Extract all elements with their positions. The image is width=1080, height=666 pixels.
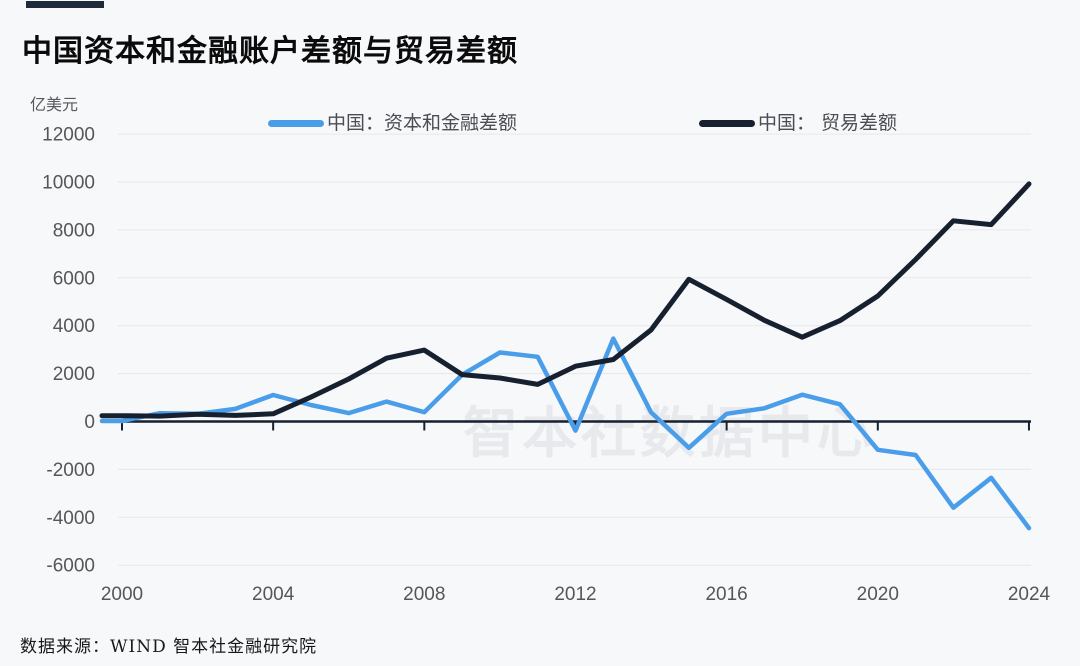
x-axis-tick-label: 2016: [705, 584, 747, 605]
y-axis-unit-label: 亿美元: [30, 95, 79, 114]
trade-balance-line: [99, 181, 1032, 419]
y-axis-tick-label: 8000: [53, 220, 95, 241]
y-axis-tick-label: 4000: [53, 316, 95, 337]
legend-label-capital: 中国：资本和金融差额: [327, 112, 518, 134]
x-axis-tick-label: 2000: [101, 584, 143, 605]
capital-series-swatch: [268, 119, 324, 127]
x-axis-tick-label: 2012: [554, 584, 596, 605]
y-axis-tick-label: 0: [84, 412, 95, 433]
watermark-text: 智本社数据中心: [463, 402, 877, 464]
x-axis-tick-label: 2024: [1008, 584, 1051, 605]
y-axis-tick-label: -6000: [46, 556, 95, 577]
legend-item-capital: 中国：资本和金融差额: [268, 112, 517, 134]
y-axis-tick-label: 2000: [53, 364, 95, 385]
legend-label-trade: 中国： 贸易差额: [758, 112, 898, 134]
page-title: 中国资本和金融账户差额与贸易差额: [22, 35, 518, 68]
y-axis-tick-label: -4000: [46, 508, 95, 529]
accent-bar: [26, 1, 104, 8]
legend-item-trade: 中国： 贸易差额: [699, 112, 897, 134]
y-axis-tick-label: 12000: [42, 125, 95, 146]
capital-account-line: [99, 336, 1032, 531]
y-axis-tick-label: -2000: [46, 460, 95, 481]
data-source-note: 数据来源：WIND 智本社金融研究院: [20, 637, 318, 657]
y-axis-tick-label: 10000: [42, 173, 95, 194]
y-axis-tick-label: 6000: [53, 268, 95, 289]
trade-series-swatch: [699, 119, 755, 127]
x-axis-tick-label: 2008: [403, 584, 445, 605]
x-axis-tick-label: 2004: [252, 584, 295, 605]
x-axis-tick-label: 2020: [857, 584, 899, 605]
